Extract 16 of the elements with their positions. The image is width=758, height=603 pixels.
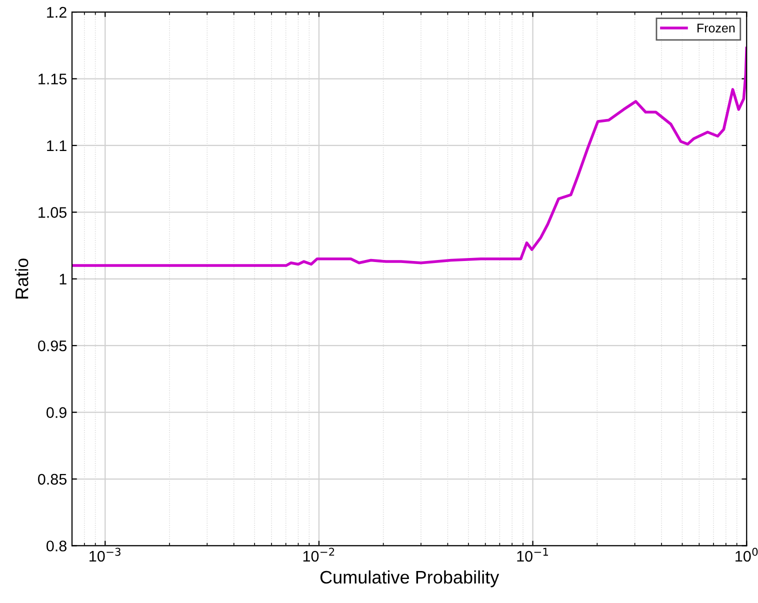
y-tick-label: 0.85	[38, 474, 67, 485]
y-tick-label: 1.05	[38, 207, 67, 218]
y-axis-title: Ratio	[15, 258, 28, 298]
y-tick-label: 0.8	[46, 540, 66, 552]
y-tick-label: 1.1	[47, 140, 66, 152]
y-tick-label: 1.15	[38, 74, 67, 84]
y-tick-label: 0.9	[46, 407, 66, 418]
x-tick-label: 10$^{−3}$	[90, 548, 120, 562]
x-axis-title: Cumulative Probability	[320, 570, 500, 588]
y-tick-label: 0.95	[38, 340, 67, 352]
y-tick-label: 1	[60, 274, 66, 284]
legend-label: Frozen	[698, 24, 735, 32]
x-tick-label: 10$^{−1}$	[517, 548, 548, 562]
x-tick-label: 10$^{−2}$	[303, 548, 334, 562]
x-tick-label: 10$^{0}$	[736, 548, 758, 562]
y-tick-label: 1.2	[47, 6, 66, 18]
